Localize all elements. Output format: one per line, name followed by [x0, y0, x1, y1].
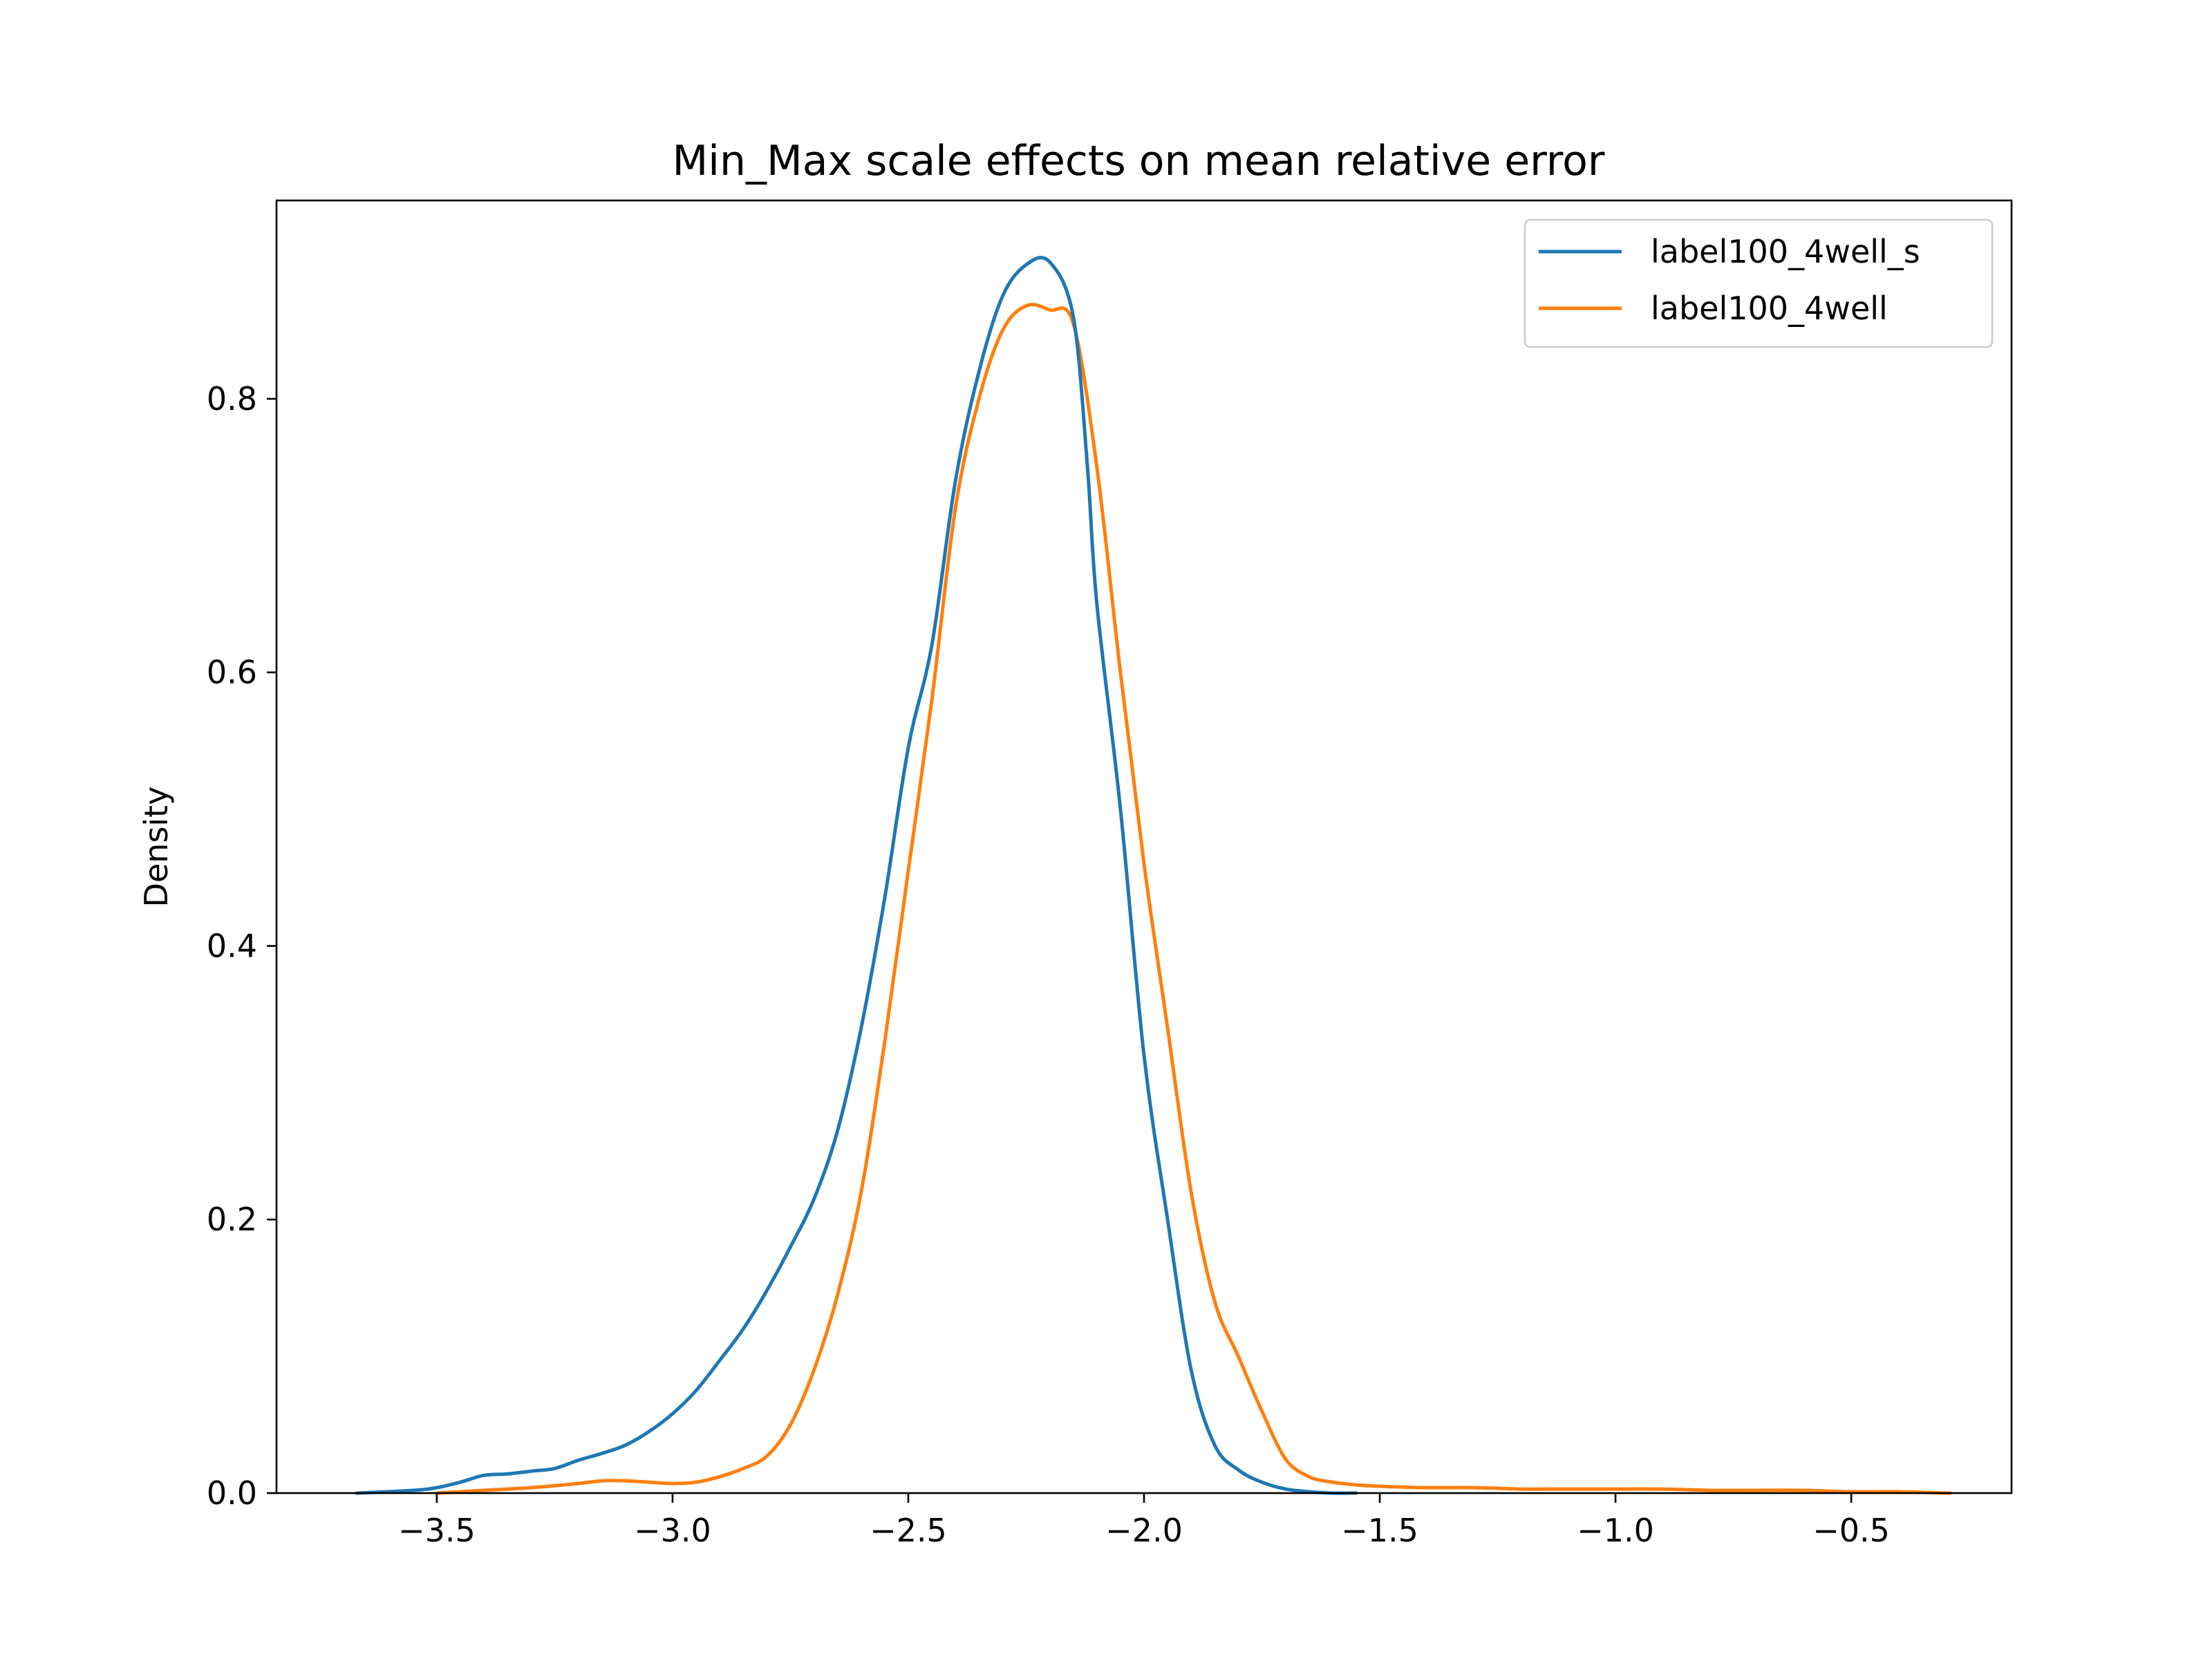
chart-title: Min_Max scale effects on mean relative e…: [673, 137, 1605, 185]
y-axis-ticks: 0.0 0.2 0.4 0.6 0.8: [207, 380, 276, 1512]
series-layer: [355, 256, 1952, 1495]
x-tick-label: −2.0: [1105, 1512, 1183, 1549]
y-tick-label: 0.0: [207, 1474, 257, 1512]
y-axis-label: Density: [138, 787, 175, 908]
x-tick-label: −1.5: [1341, 1512, 1418, 1549]
legend-box: [1524, 218, 1994, 348]
y-tick-label: 0.8: [207, 380, 257, 418]
x-axis-ticks: −3.5 −3.0 −2.5 −2.0 −1.5 −1.0 −0.5: [398, 1493, 1890, 1549]
x-tick-label: −1.0: [1577, 1512, 1654, 1549]
x-tick-label: −2.5: [870, 1512, 947, 1549]
y-tick-label: 0.2: [207, 1201, 257, 1238]
legend-label-label100-4well-s: label100_4well_s: [1651, 233, 1920, 270]
y-tick-label: 0.6: [207, 654, 257, 691]
series-line-label100-4well: [435, 303, 1952, 1495]
series-line-label100-4well-s: [355, 256, 1358, 1495]
x-tick-label: −0.5: [1812, 1512, 1890, 1549]
x-tick-label: −3.0: [634, 1512, 711, 1549]
legend-label-label100-4well: label100_4well: [1651, 290, 1888, 327]
x-tick-label: −3.5: [398, 1512, 476, 1549]
y-tick-label: 0.4: [207, 927, 257, 964]
legend: label100_4well_s label100_4well: [1524, 218, 1994, 348]
